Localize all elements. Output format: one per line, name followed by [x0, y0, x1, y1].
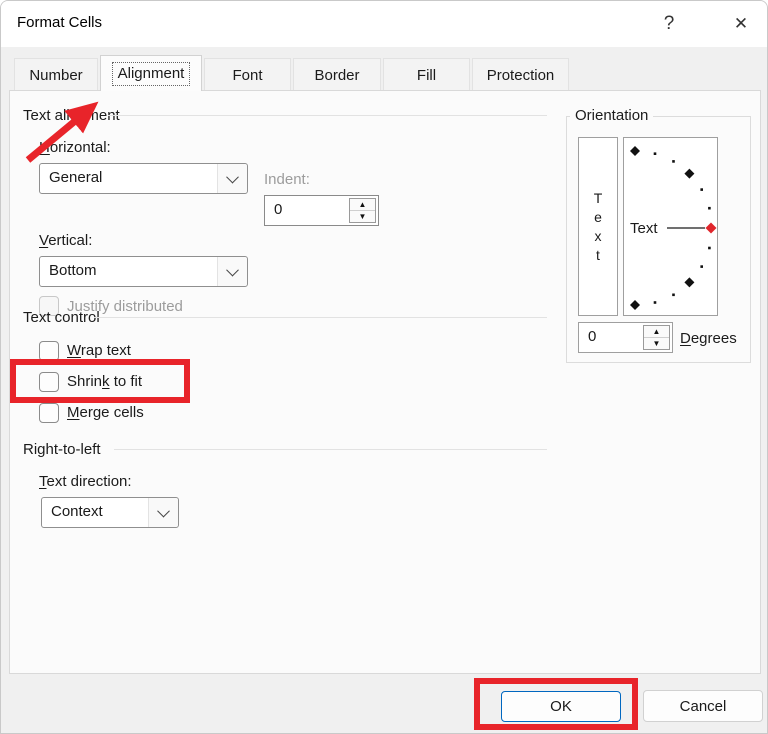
indent-spin-controls: ▲ ▼: [349, 198, 376, 223]
rotation-dial-graphic: Text: [630, 146, 717, 310]
dial-handle-icon: [705, 222, 717, 234]
text-direction-select[interactable]: Context: [41, 497, 179, 528]
chevron-down-icon: [226, 263, 239, 277]
horizontal-dropdown-button[interactable]: [217, 164, 247, 193]
shrink-to-fit-label[interactable]: Shrink to fit: [67, 373, 143, 390]
dialog-title: Format Cells: [17, 14, 103, 31]
indent-value: 0: [274, 201, 283, 218]
tab-fill[interactable]: Fill: [383, 58, 470, 91]
text-control-group-line: [94, 317, 547, 318]
ok-button[interactable]: OK: [501, 691, 621, 722]
degrees-spin-down-icon[interactable]: ▼: [652, 338, 661, 348]
degrees-spin-up-icon[interactable]: ▲: [644, 326, 669, 338]
degrees-label: Degrees: [680, 330, 737, 347]
right-to-left-group-line: [114, 449, 547, 450]
tab-font[interactable]: Font: [204, 58, 291, 91]
vertical-dropdown-button[interactable]: [217, 257, 247, 286]
rotation-dial-preview[interactable]: Text: [623, 137, 718, 316]
title-bar: Format Cells ? ✕: [1, 1, 767, 47]
text-alignment-group-line: [108, 115, 547, 116]
justify-distributed-checkbox[interactable]: [39, 296, 59, 316]
tab-protection[interactable]: Protection: [472, 58, 569, 91]
orientation-group-title: Orientation: [570, 107, 654, 124]
text-direction-dropdown-button[interactable]: [148, 498, 178, 527]
wrap-text-label[interactable]: Wrap text: [67, 342, 131, 359]
degrees-input[interactable]: 0 ▲ ▼: [578, 322, 673, 353]
dial-marker-neg45-icon: [684, 277, 695, 288]
indent-label: Indent:: [264, 171, 310, 188]
vertical-label: Vertical:: [39, 232, 93, 249]
indent-input[interactable]: 0 ▲ ▼: [264, 195, 379, 226]
horizontal-label: Horizontal:: [39, 139, 111, 156]
dial-marker-neg90-icon: [630, 300, 640, 310]
wrap-text-checkbox[interactable]: [39, 341, 59, 361]
indent-spin-up-icon[interactable]: ▲: [350, 199, 375, 211]
tab-number[interactable]: Number: [14, 58, 98, 91]
close-icon[interactable]: ✕: [725, 8, 757, 40]
orientation-groupbox: [566, 116, 751, 363]
horizontal-alignment-select[interactable]: General: [39, 163, 248, 194]
text-direction-label: Text direction:: [39, 473, 132, 490]
dial-marker-45-icon: [684, 168, 695, 179]
help-icon[interactable]: ?: [653, 8, 685, 40]
merge-cells-label[interactable]: Merge cells: [67, 404, 144, 421]
degrees-value: 0: [588, 328, 597, 345]
justify-distributed-label: Justify distributed: [67, 298, 183, 315]
merge-cells-checkbox[interactable]: [39, 403, 59, 423]
vertical-text-preview[interactable]: T e x t: [578, 137, 618, 316]
vertical-alignment-select[interactable]: Bottom: [39, 256, 248, 287]
dial-preview-text: Text: [630, 220, 658, 237]
text-control-group-title: Text control: [23, 309, 100, 326]
degrees-spin-controls: ▲ ▼: [643, 325, 670, 350]
horizontal-alignment-value: General: [49, 169, 103, 186]
shrink-to-fit-checkbox[interactable]: [39, 372, 59, 392]
text-direction-value: Context: [51, 503, 103, 520]
vertical-alignment-value: Bottom: [49, 262, 97, 279]
chevron-down-icon: [157, 504, 170, 518]
dial-marker-90-icon: [630, 146, 640, 156]
right-to-left-group-title: Right-to-left: [23, 441, 101, 458]
indent-spin-down-icon[interactable]: ▼: [358, 211, 367, 221]
cancel-button[interactable]: Cancel: [643, 690, 763, 722]
text-alignment-group-title: Text alignment: [23, 107, 120, 124]
chevron-down-icon: [226, 170, 239, 184]
tab-border[interactable]: Border: [293, 58, 381, 91]
tab-alignment[interactable]: Alignment: [100, 55, 202, 91]
